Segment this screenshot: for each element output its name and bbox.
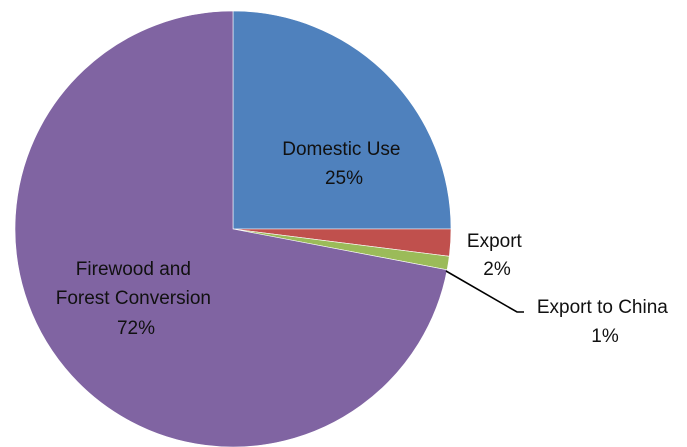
label-domestic-use-name: Domestic Use	[282, 139, 400, 160]
label-firewood-value: 72%	[117, 318, 155, 339]
label-export: Export 2%	[467, 231, 527, 280]
label-firewood-name-line1: Firewood and	[76, 259, 191, 280]
label-export-value: 2%	[483, 259, 511, 280]
leader-line-export-to-china	[445, 270, 524, 313]
label-export-to-china-name: Export to China	[537, 297, 668, 318]
pie-slice-domestic-use	[232, 10, 452, 230]
label-domestic-use-value: 25%	[325, 168, 363, 189]
pie-slice-firewood-and-forest-conversion	[14, 10, 448, 447]
label-export-to-china: Export to China 1%	[537, 297, 673, 347]
label-domestic-use: Domestic Use 25%	[282, 139, 406, 189]
label-firewood-name-line2: Forest Conversion	[56, 288, 211, 309]
label-firewood: Firewood and Forest Conversion 72%	[56, 259, 217, 339]
label-export-name: Export	[467, 231, 523, 252]
slices-group	[14, 10, 452, 447]
label-export-to-china-value: 1%	[591, 326, 619, 347]
